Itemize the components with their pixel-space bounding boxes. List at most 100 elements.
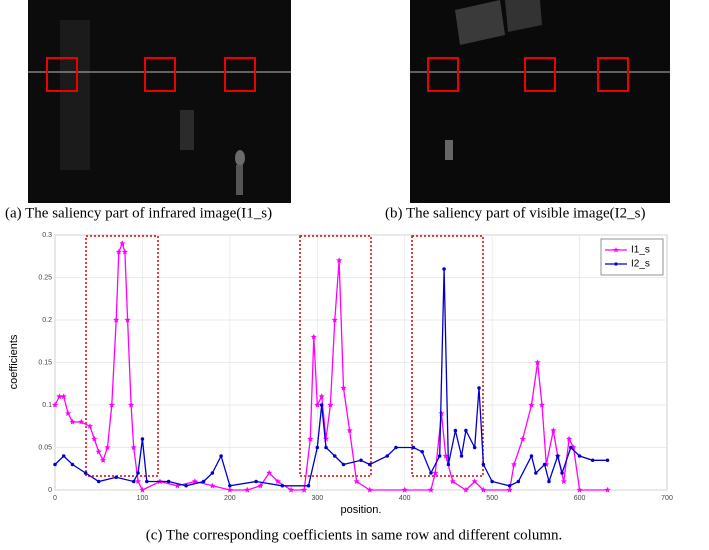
marker	[319, 403, 324, 407]
marker	[209, 482, 216, 489]
y-tick-label: 0.25	[38, 274, 52, 281]
marker	[108, 401, 115, 408]
marker	[228, 483, 232, 488]
x-axis-label: position.	[341, 504, 382, 516]
y-tick-label: 0.1	[42, 402, 52, 409]
marker	[166, 479, 171, 484]
marker	[314, 401, 321, 408]
legend-label: I1_s	[631, 245, 650, 256]
marker	[244, 486, 251, 493]
marker	[576, 486, 583, 493]
chart: I1_s I2_s	[52, 234, 668, 493]
marker	[324, 445, 328, 450]
marker	[135, 478, 142, 485]
marker	[119, 240, 126, 247]
marker	[86, 423, 93, 429]
marker	[550, 427, 557, 434]
marker	[529, 454, 534, 458]
marker	[459, 454, 464, 458]
marker	[83, 471, 88, 475]
marker	[113, 316, 120, 323]
legend-label: I2_s	[631, 259, 650, 270]
marker	[490, 479, 494, 484]
marker	[288, 486, 295, 493]
marker	[462, 486, 469, 493]
marker	[184, 483, 188, 488]
marker	[528, 401, 535, 408]
marker	[555, 454, 560, 458]
marker	[353, 478, 360, 485]
y-axis-label: coefficients	[8, 334, 20, 389]
x-tick-label: 400	[399, 495, 411, 502]
marker	[340, 384, 347, 391]
marker	[427, 486, 434, 493]
highlight-box	[299, 235, 372, 477]
marker	[401, 486, 408, 493]
y-tick-label: 0.3	[42, 232, 52, 239]
marker	[481, 462, 486, 467]
x-tick-label: 300	[311, 495, 323, 502]
y-tick-label: 0.05	[38, 444, 52, 451]
marker	[140, 437, 145, 441]
marker	[124, 316, 131, 323]
marker	[464, 428, 468, 433]
marker	[306, 483, 311, 488]
marker	[323, 435, 330, 442]
marker	[471, 478, 478, 485]
marker	[477, 386, 481, 390]
marker	[341, 462, 346, 467]
marker	[569, 445, 573, 450]
x-tick-label: 200	[224, 495, 236, 502]
marker	[366, 486, 373, 493]
marker	[346, 427, 353, 434]
marker	[254, 479, 258, 484]
marker	[367, 462, 372, 467]
marker	[274, 478, 281, 485]
infrared-image	[28, 0, 291, 203]
marker	[604, 486, 611, 493]
marker	[266, 469, 273, 476]
marker	[590, 458, 595, 463]
marker	[449, 478, 456, 485]
marker	[570, 444, 577, 451]
marker	[96, 479, 101, 484]
marker	[442, 267, 446, 271]
marker	[394, 445, 398, 450]
visible-image	[410, 0, 670, 203]
x-tick-label: 0	[53, 495, 57, 502]
marker	[437, 454, 442, 458]
marker	[174, 482, 181, 489]
marker	[543, 461, 550, 468]
marker	[139, 486, 146, 493]
marker	[547, 479, 551, 484]
marker	[432, 469, 439, 476]
marker	[91, 435, 98, 442]
marker	[511, 461, 517, 468]
marker	[226, 486, 233, 493]
marker	[333, 454, 337, 458]
x-tick-label: 500	[486, 495, 498, 502]
marker	[136, 471, 140, 475]
marker	[280, 483, 285, 488]
marker	[201, 479, 206, 484]
marker	[506, 486, 513, 493]
marker	[78, 418, 85, 425]
marker	[605, 458, 610, 463]
marker	[453, 428, 458, 433]
marker	[507, 483, 512, 488]
marker	[61, 454, 66, 458]
marker	[385, 454, 389, 458]
marker	[560, 478, 567, 485]
x-tick-label: 100	[137, 495, 149, 502]
y-tick-label: 0.15	[38, 359, 52, 366]
y-tick-label: 0	[48, 487, 52, 494]
marker	[429, 471, 433, 475]
marker	[446, 462, 451, 467]
marker	[65, 410, 72, 417]
y-tick-label: 0.2	[42, 317, 52, 324]
x-tick-label: 600	[574, 495, 586, 502]
marker	[315, 445, 320, 450]
marker	[420, 449, 424, 454]
marker	[577, 454, 582, 458]
marker	[472, 445, 477, 450]
